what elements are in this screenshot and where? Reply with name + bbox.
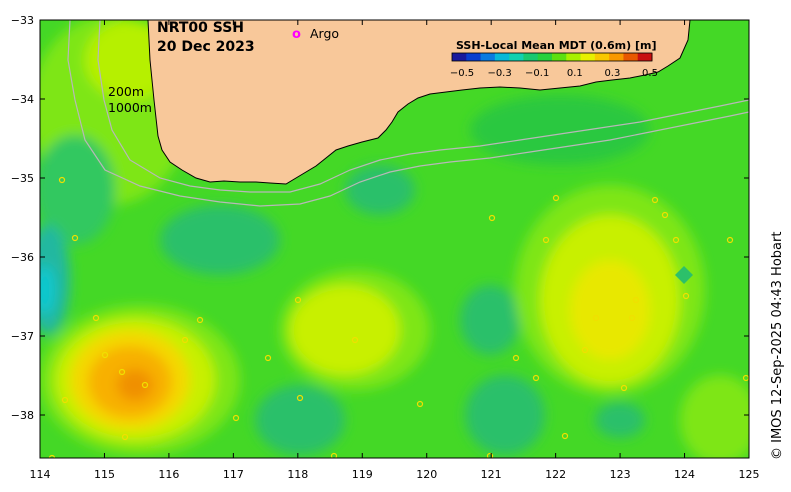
colorbar-frame — [451, 52, 653, 62]
colorbar-swatch — [523, 53, 539, 61]
x-tick-label: 119 — [352, 468, 373, 481]
argo-legend-label: Argo — [310, 26, 339, 41]
x-tick-label: 120 — [416, 468, 437, 481]
colorbar-swatch — [609, 53, 624, 61]
colorbar-swatch — [466, 53, 482, 61]
eddy-marker — [675, 266, 693, 284]
colorbar-title: SSH-Local Mean MDT (0.6m) [m] — [456, 39, 656, 52]
x-tick-label: 122 — [545, 468, 566, 481]
colorbar-swatch — [537, 53, 553, 61]
plot-area — [40, 20, 749, 458]
x-tick-label: 115 — [94, 468, 115, 481]
contour-label-200m: 200m — [108, 84, 144, 99]
y-tick-label: −38 — [11, 409, 34, 422]
colorbar-swatch — [494, 53, 510, 61]
y-tick-label: −33 — [11, 14, 34, 27]
x-tick-label: 125 — [739, 468, 760, 481]
colorbar-swatch — [552, 53, 567, 61]
argo-legend-symbol: o — [292, 27, 301, 42]
colorbar-label: 0.5 — [642, 68, 658, 79]
colorbar-swatch — [623, 53, 639, 61]
colorbar-swatch — [594, 53, 610, 61]
x-axis: 114 115 116 117 118 119 120 121 122 123 124 125 — [30, 20, 760, 481]
x-tick-label: 117 — [223, 468, 244, 481]
x-tick-label: 121 — [481, 468, 502, 481]
x-tick-label: 114 — [30, 468, 51, 481]
colorbar-swatch — [637, 53, 653, 61]
y-tick-label: −35 — [11, 172, 34, 185]
colorbar-label: −0.5 — [450, 68, 474, 79]
colorbar-label: 0.1 — [567, 68, 583, 79]
colorbar-label: −0.3 — [487, 68, 511, 79]
contour-200m — [97, 20, 749, 193]
plot-frame — [39, 19, 750, 459]
contour-label-1000m: 1000m — [108, 100, 152, 115]
colorbar-label: −0.1 — [525, 68, 549, 79]
x-tick-label: 118 — [287, 468, 308, 481]
x-tick-label: 116 — [158, 468, 179, 481]
map-title: NRT00 SSH — [157, 20, 244, 36]
colorbar-swatch — [580, 53, 596, 61]
map-date: 20 Dec 2023 — [157, 39, 255, 55]
colorbar-label: 0.3 — [604, 68, 620, 79]
colorbar-labels: −0.5 −0.3 −0.1 0.1 0.3 0.5 — [450, 68, 658, 79]
y-tick-label: −34 — [11, 93, 34, 106]
ssh-field — [40, 20, 749, 458]
argo-floats — [48, 176, 749, 458]
contour-1000m — [67, 20, 749, 207]
x-tick-label: 123 — [610, 468, 631, 481]
y-axis: −33 −34 −35 −36 −37 −38 — [11, 14, 749, 422]
credit-text: © IMOS 12-Sep-2025 04:43 Hobart — [770, 232, 785, 460]
y-tick-label: −36 — [11, 251, 34, 264]
colorbar-swatch — [566, 53, 582, 61]
colorbar — [451, 52, 653, 62]
colorbar-swatch — [509, 53, 524, 61]
colorbar-swatch — [452, 53, 467, 61]
y-tick-label: −37 — [11, 330, 34, 343]
colorbar-swatch — [480, 53, 496, 61]
x-tick-label: 124 — [674, 468, 695, 481]
